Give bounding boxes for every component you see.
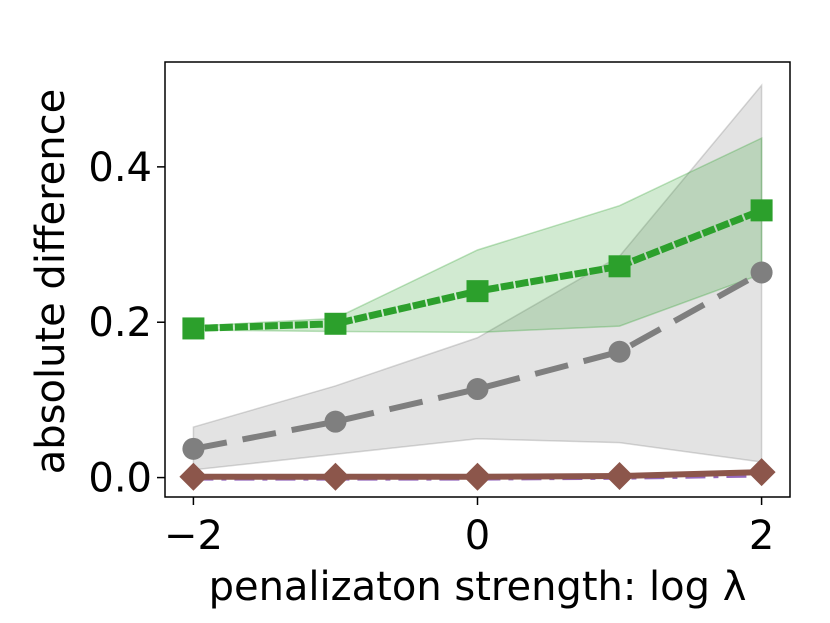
green-squares-point xyxy=(608,255,631,278)
x-tick-label: 2 xyxy=(749,513,774,559)
grey-circles-point xyxy=(324,410,347,433)
axis-ticks: −2 0 2 0.0 0.2 0.4 xyxy=(88,145,774,559)
brown-diamonds-point xyxy=(179,462,208,491)
x-tick-label: −2 xyxy=(164,513,223,559)
green-squares-point xyxy=(324,312,347,335)
x-tick-label: 0 xyxy=(465,513,490,559)
series-markers xyxy=(179,199,776,491)
y-tick-label: 0.4 xyxy=(88,145,152,191)
y-axis-label: absolute difference xyxy=(28,89,74,475)
green-squares-point xyxy=(182,317,205,340)
brown-diamonds-point xyxy=(605,462,634,491)
grey-circles-point xyxy=(466,378,489,401)
brown-diamonds-point xyxy=(463,462,492,491)
y-tick-label: 0.2 xyxy=(88,300,152,346)
grey-circles-point xyxy=(182,437,205,460)
grey-circles-point xyxy=(750,261,773,284)
green-squares-point xyxy=(466,280,489,303)
y-tick-label: 0.0 xyxy=(88,456,152,502)
green-squares-band xyxy=(192,136,763,334)
brown-diamonds-point xyxy=(321,462,350,491)
grey-circles-point xyxy=(608,340,631,363)
confidence-bands xyxy=(192,83,763,471)
brown-diamonds-point xyxy=(747,458,776,487)
green-squares-point xyxy=(750,199,773,222)
x-axis-label: penalizaton strength: log λ xyxy=(209,564,747,610)
